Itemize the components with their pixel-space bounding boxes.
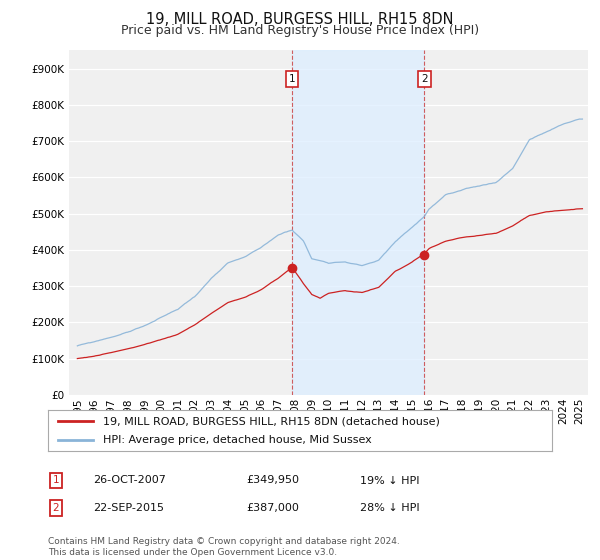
Text: 1: 1 bbox=[52, 475, 59, 486]
Text: 19, MILL ROAD, BURGESS HILL, RH15 8DN: 19, MILL ROAD, BURGESS HILL, RH15 8DN bbox=[146, 12, 454, 27]
Text: £349,950: £349,950 bbox=[246, 475, 299, 486]
Text: 1: 1 bbox=[289, 74, 295, 85]
Bar bbox=[292, 50, 424, 395]
Text: Contains HM Land Registry data © Crown copyright and database right 2024.
This d: Contains HM Land Registry data © Crown c… bbox=[48, 537, 400, 557]
Text: Price paid vs. HM Land Registry's House Price Index (HPI): Price paid vs. HM Land Registry's House … bbox=[121, 24, 479, 36]
Text: 19% ↓ HPI: 19% ↓ HPI bbox=[360, 475, 419, 486]
Text: £387,000: £387,000 bbox=[246, 503, 299, 513]
Text: 2: 2 bbox=[52, 503, 59, 513]
Text: 26-OCT-2007: 26-OCT-2007 bbox=[93, 475, 166, 486]
Text: 28% ↓ HPI: 28% ↓ HPI bbox=[360, 503, 419, 513]
Text: HPI: Average price, detached house, Mid Sussex: HPI: Average price, detached house, Mid … bbox=[103, 435, 372, 445]
Text: 22-SEP-2015: 22-SEP-2015 bbox=[93, 503, 164, 513]
Text: 19, MILL ROAD, BURGESS HILL, RH15 8DN (detached house): 19, MILL ROAD, BURGESS HILL, RH15 8DN (d… bbox=[103, 417, 440, 426]
Text: 2: 2 bbox=[421, 74, 428, 85]
